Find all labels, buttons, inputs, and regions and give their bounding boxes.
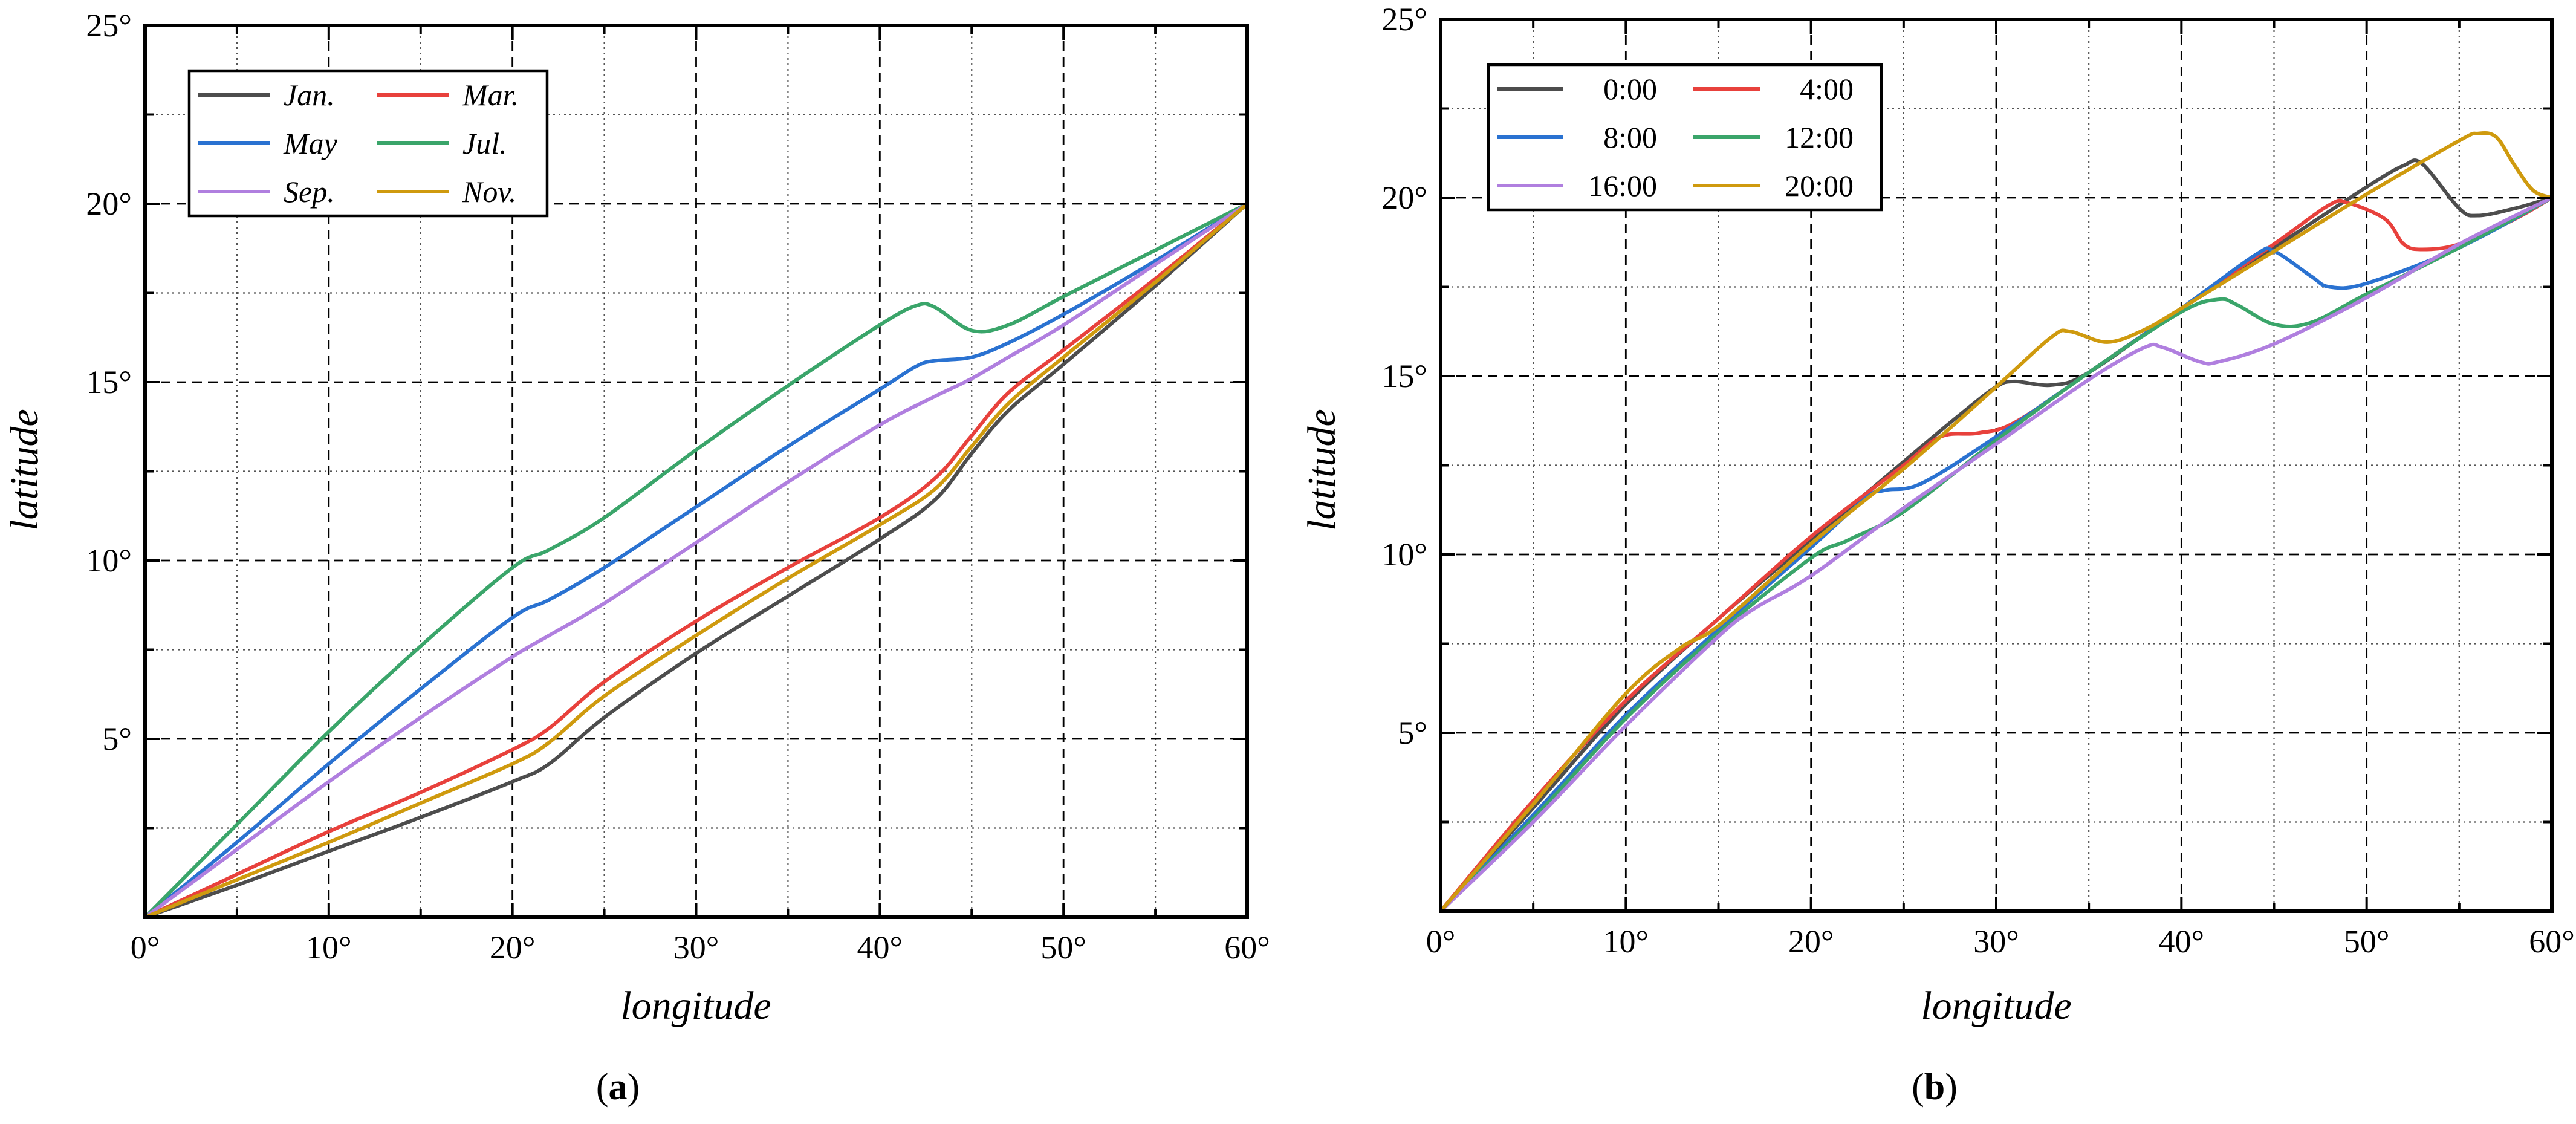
plot-b-legend: 0:00 4:00 8:00 12:00 16:00 20:00 <box>1487 63 1883 212</box>
plot-b-ylabel: latitude <box>1300 409 1344 531</box>
plot-a-y-tick-label: 20° <box>86 186 132 222</box>
caption-a-close: ) <box>628 1067 640 1108</box>
plot-a-legend-label-4: Jul. <box>462 126 507 160</box>
plot-b-legend-label-6: 20:00 <box>1785 169 1854 203</box>
plot-a-legend-label-6: Nov. <box>462 175 516 209</box>
plot-b-series-line-6 <box>1439 131 2554 913</box>
plot-a-series-line-4 <box>143 202 1249 919</box>
caption-a-open: ( <box>596 1067 609 1108</box>
plot-b-series-line-3 <box>1439 196 2554 913</box>
plot-a-series-line-5 <box>143 202 1249 919</box>
plot-a-y-tick-label: 15° <box>86 364 132 400</box>
panel-b: 0° 10° 20° 30° 40° 50° 60° 5° 10° 15° 20° 25° longi… <box>1300 1 2575 1108</box>
plot-a-series-line-3 <box>143 202 1249 919</box>
plot-a-series-line-2 <box>143 202 1249 919</box>
plot-b-y-tick-label: 5° <box>1398 715 1427 751</box>
plot-a-xlabel: longitude <box>620 984 771 1028</box>
plot-b-xlabel: longitude <box>1921 984 2071 1028</box>
plot-a-axes <box>143 24 1249 919</box>
plot-a-tick-labels: 0° 10° 20° 30° 40° 50° 60° 5° 10° 15° 20° 25° <box>86 7 1270 966</box>
plot-b-y-tick-label: 15° <box>1381 358 1427 394</box>
caption-b-letter: b <box>1924 1067 1945 1108</box>
caption-a: (a) <box>596 1067 640 1108</box>
plot-a-x-tick-label: 60° <box>1224 929 1270 966</box>
plot-a-series-line-6 <box>143 202 1249 919</box>
plot-b-x-tick-label: 40° <box>2159 923 2205 960</box>
plot-b-legend-label-3: 8:00 <box>1603 120 1657 154</box>
plot-b-x-tick-label: 30° <box>1973 923 2019 960</box>
plot-a-y-tick-label: 5° <box>102 721 132 757</box>
plot-a-x-tick-label: 40° <box>857 929 903 966</box>
plot-b-x-tick-label: 0° <box>1426 923 1456 960</box>
plot-b-y-tick-label: 20° <box>1381 180 1427 216</box>
caption-b-open: ( <box>1912 1067 1924 1108</box>
plot-a-series-line-1 <box>143 202 1249 919</box>
plot-b-x-tick-label: 20° <box>1788 923 1834 960</box>
plot-b-series-line-4 <box>1439 196 2554 913</box>
plot-b-series <box>1439 131 2554 913</box>
plot-a-legend-label-5: Sep. <box>284 175 335 209</box>
plot-b-tick-labels: 0° 10° 20° 30° 40° 50° 60° 5° 10° 15° 20° 25° <box>1381 1 2574 960</box>
plot-a-x-tick-label: 30° <box>673 929 719 966</box>
plot-a-y-tick-label: 25° <box>86 7 132 44</box>
plot-a-series <box>143 202 1249 919</box>
plot-b-axes <box>1439 18 2554 913</box>
plot-b-x-tick-label: 50° <box>2344 923 2390 960</box>
plot-b-legend-label-2: 4:00 <box>1800 72 1854 106</box>
plot-a-x-tick-label: 10° <box>306 929 352 966</box>
plot-a-x-tick-label: 50° <box>1040 929 1086 966</box>
plot-a-legend-label-1: Jan. <box>284 78 335 112</box>
caption-a-letter: a <box>609 1067 628 1108</box>
plot-a-grid <box>145 25 1247 917</box>
plot-a-legend: Jan. Mar. May Jul. Sep. Nov. <box>187 69 549 218</box>
plot-b-legend-label-1: 0:00 <box>1603 72 1657 106</box>
plot-b-x-tick-label: 10° <box>1603 923 1649 960</box>
plot-b-series-line-5 <box>1439 196 2554 913</box>
plot-b-y-tick-label: 10° <box>1381 536 1427 573</box>
plot-b-legend-label-4: 12:00 <box>1785 120 1854 154</box>
plot-a-legend-label-2: Mar. <box>462 78 519 112</box>
plot-b-x-tick-label: 60° <box>2529 923 2575 960</box>
plot-a-legend-label-3: May <box>283 126 338 160</box>
plot-b-y-tick-label: 25° <box>1381 1 1427 37</box>
caption-b: (b) <box>1912 1067 1958 1108</box>
caption-b-close: ) <box>1945 1067 1958 1108</box>
plot-a-ylabel: latitude <box>2 409 47 531</box>
plot-b-legend-label-5: 16:00 <box>1588 169 1657 203</box>
plot-a-x-tick-label: 0° <box>131 929 160 966</box>
panel-a: 0° 10° 20° 30° 40° 50° 60° 5° 10° 15° 20° 25° longi… <box>2 7 1270 1108</box>
plot-a-x-tick-label: 20° <box>490 929 536 966</box>
plot-a-y-tick-label: 10° <box>86 542 132 579</box>
